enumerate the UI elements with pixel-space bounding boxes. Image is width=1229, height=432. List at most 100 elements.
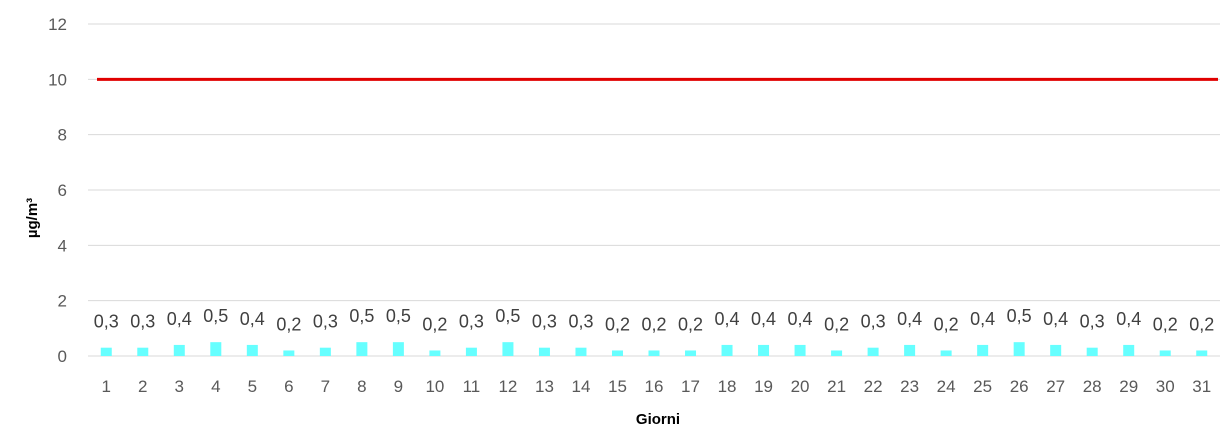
gridlines (88, 23, 1220, 357)
data-label-day-13: 0,3 (532, 312, 557, 332)
x-tick-label: 18 (718, 377, 737, 396)
x-tick-label: 14 (572, 377, 591, 396)
x-axis-title: Giorni (636, 411, 680, 428)
x-tick-label: 16 (645, 377, 664, 396)
x-tick-label: 20 (791, 377, 810, 396)
bar-day-8 (356, 342, 368, 356)
bar-day-26 (1013, 342, 1025, 356)
y-axis-ticks: 0 2 4 6 8 10 12 (48, 15, 67, 366)
bar-day-19 (758, 344, 770, 356)
bar-day-2 (137, 347, 149, 356)
x-tick-label: 13 (535, 377, 554, 396)
bar-day-31 (1196, 350, 1208, 356)
bar-day-10 (429, 350, 441, 356)
bar-day-12 (502, 342, 514, 356)
data-label-day-6: 0,2 (276, 314, 301, 334)
y-tick-label: 10 (48, 70, 67, 89)
bar-day-15 (611, 350, 623, 356)
bar-day-7 (319, 347, 331, 356)
bar-day-25 (977, 344, 989, 356)
x-tick-label: 4 (211, 377, 220, 396)
x-tick-label: 9 (394, 377, 403, 396)
bar-day-28 (1086, 347, 1098, 356)
data-label-day-31: 0,2 (1189, 314, 1214, 334)
data-label-day-26: 0,5 (1007, 306, 1032, 326)
data-label-day-20: 0,4 (788, 309, 813, 329)
x-tick-label: 5 (248, 377, 257, 396)
x-tick-label: 19 (754, 377, 773, 396)
x-tick-label: 6 (284, 377, 293, 396)
bar-day-11 (465, 347, 477, 356)
bar-day-22 (867, 347, 879, 356)
x-tick-label: 31 (1192, 377, 1211, 396)
bar-day-30 (1159, 350, 1171, 356)
x-tick-label: 22 (864, 377, 883, 396)
x-tick-label: 17 (681, 377, 700, 396)
y-tick-label: 6 (58, 181, 67, 200)
y-tick-label: 0 (58, 347, 67, 366)
data-label-day-18: 0,4 (715, 309, 740, 329)
x-tick-label: 15 (608, 377, 627, 396)
bar-day-17 (685, 350, 697, 356)
data-label-day-15: 0,2 (605, 314, 630, 334)
y-tick-label: 12 (48, 15, 67, 34)
data-label-day-25: 0,4 (970, 309, 995, 329)
data-label-day-4: 0,5 (203, 306, 228, 326)
data-label-day-11: 0,3 (459, 312, 484, 332)
x-tick-label: 29 (1119, 377, 1138, 396)
x-tick-label: 23 (900, 377, 919, 396)
y-axis-title: µg/m³ (24, 198, 41, 238)
data-label-day-24: 0,2 (934, 314, 959, 334)
y-tick-label: 4 (58, 236, 67, 255)
data-label-day-23: 0,4 (897, 309, 922, 329)
bar-day-1 (100, 347, 112, 356)
data-label-day-5: 0,4 (240, 309, 265, 329)
bar-day-23 (904, 344, 916, 356)
data-label-day-7: 0,3 (313, 312, 338, 332)
x-tick-label: 3 (175, 377, 184, 396)
data-labels: 0,3 0,3 0,4 0,5 0,4 0,2 0,3 0,5 0,5 0,2 0,3 0,5 0,3 0… (94, 306, 1215, 334)
data-label-day-9: 0,5 (386, 306, 411, 326)
data-label-day-3: 0,4 (167, 309, 192, 329)
data-label-day-14: 0,3 (568, 312, 593, 332)
bar-day-18 (721, 344, 733, 356)
x-tick-label: 7 (321, 377, 330, 396)
x-tick-label: 21 (827, 377, 846, 396)
data-label-day-12: 0,5 (495, 306, 520, 326)
x-tick-label: 30 (1156, 377, 1175, 396)
data-label-day-2: 0,3 (130, 312, 155, 332)
data-label-day-27: 0,4 (1043, 309, 1068, 329)
data-label-day-8: 0,5 (349, 306, 374, 326)
data-label-day-1: 0,3 (94, 312, 119, 332)
x-tick-label: 1 (102, 377, 111, 396)
data-label-day-22: 0,3 (861, 312, 886, 332)
x-axis-ticks: 1 2 3 4 5 6 7 8 9 10 11 12 13 14 15 16 17 18 19 20 21 22 23 24 2… (102, 377, 1212, 396)
x-tick-label: 27 (1046, 377, 1065, 396)
data-label-day-10: 0,2 (422, 314, 447, 334)
bar-day-4 (210, 342, 222, 356)
data-label-day-19: 0,4 (751, 309, 776, 329)
bar-day-21 (831, 350, 843, 356)
data-label-day-17: 0,2 (678, 314, 703, 334)
bar-day-27 (1050, 344, 1062, 356)
bar-day-29 (1123, 344, 1135, 356)
bar-day-13 (538, 347, 550, 356)
x-tick-label: 11 (463, 377, 481, 396)
x-tick-label: 8 (357, 377, 366, 396)
bar-day-24 (940, 350, 952, 356)
data-label-day-30: 0,2 (1153, 314, 1178, 334)
y-tick-label: 2 (58, 292, 67, 311)
bar-day-3 (173, 344, 185, 356)
data-label-day-16: 0,2 (641, 314, 666, 334)
x-tick-label: 24 (937, 377, 956, 396)
x-tick-label: 25 (973, 377, 992, 396)
bar-day-20 (794, 344, 806, 356)
bar-day-6 (283, 350, 295, 356)
x-tick-label: 12 (498, 377, 517, 396)
x-tick-label: 26 (1010, 377, 1029, 396)
x-tick-label: 2 (138, 377, 147, 396)
x-tick-label: 28 (1083, 377, 1102, 396)
bar-day-5 (246, 344, 258, 356)
x-tick-label: 10 (425, 377, 444, 396)
